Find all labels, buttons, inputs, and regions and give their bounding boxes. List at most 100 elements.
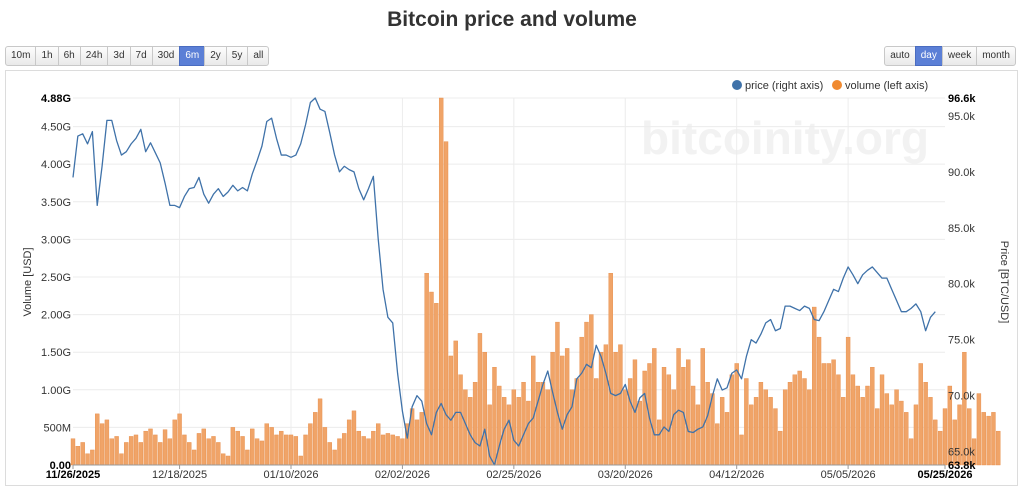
volume-bar [913, 404, 919, 466]
legend-price-swatch [732, 80, 742, 90]
volume-bar [274, 434, 279, 466]
volume-bar [269, 427, 274, 466]
volume-bar [458, 374, 463, 466]
volume-bar [438, 97, 444, 466]
x-tick-label: 05/05/2026 [821, 469, 876, 481]
volume-bar [167, 438, 173, 466]
volume-bar [366, 438, 371, 466]
right-tick-label: 85.0k [948, 223, 975, 235]
volume-bar [346, 419, 352, 466]
volume-bar [758, 382, 764, 466]
volume-bar [240, 436, 245, 466]
volume-bar [545, 389, 550, 466]
volume-bar [831, 359, 836, 466]
volume-bar [99, 423, 105, 466]
volume-bar [254, 438, 260, 466]
x-tick-label: 12/18/2025 [152, 469, 207, 481]
volume-bar [196, 433, 202, 466]
volume-bar [148, 428, 153, 466]
left-tick-label: 3.00G [41, 234, 71, 246]
left-tick-label: 4.88G [41, 93, 71, 105]
range-button-6h[interactable]: 6h [57, 46, 81, 66]
volume-bar [627, 378, 633, 466]
volume-bar [521, 382, 526, 466]
volume-bar [937, 430, 943, 466]
volume-bar [540, 382, 546, 466]
volume-bar [332, 449, 337, 466]
volume-bar [492, 367, 497, 466]
x-tick-label: 05/25/2026 [917, 469, 972, 481]
right-tick-label: 90.0k [948, 167, 975, 179]
volume-bar [400, 438, 405, 466]
resolution-button-week[interactable]: week [941, 46, 978, 66]
volume-bar [259, 440, 265, 466]
volume-bar [201, 428, 206, 466]
x-tick-label: 11/26/2025 [46, 469, 100, 481]
volume-bar [434, 303, 439, 466]
time-range-selector: 10m 1h 6h 24h 3d 7d 30d 6m 2y 5y all [5, 46, 270, 66]
volume-bar [899, 400, 904, 466]
right-tick-label: 80.0k [948, 279, 975, 291]
resolution-button-month[interactable]: month [976, 46, 1016, 66]
volume-bar [75, 446, 81, 466]
volume-bar [133, 434, 139, 466]
volume-bar [182, 434, 187, 466]
volume-bar [947, 385, 953, 466]
legend: price (right axis) volume (left axis) [732, 80, 928, 92]
volume-bar [904, 412, 909, 466]
volume-bar [884, 393, 890, 466]
right-tick-label: 65.0k [948, 447, 975, 459]
volume-bar [172, 419, 177, 466]
volume-bar [143, 430, 148, 466]
volume-bar [376, 423, 381, 466]
volume-bar [70, 438, 76, 466]
resolution-button-auto[interactable]: auto [884, 46, 916, 66]
volume-bar [744, 378, 749, 466]
volume-bar [351, 410, 357, 466]
left-tick-label: 2.50G [41, 272, 71, 284]
volume-bar [695, 404, 701, 466]
volume-bar [230, 427, 236, 466]
volume-bar [191, 449, 197, 466]
volume-bar [652, 348, 657, 466]
right-tick-label: 96.6k [948, 93, 976, 105]
volume-bar [128, 436, 134, 466]
volume-bar [95, 413, 100, 466]
volume-bar [962, 351, 967, 466]
volume-bar [361, 436, 366, 466]
price-line [72, 97, 936, 466]
volume-bar [845, 336, 851, 466]
volume-bar [85, 453, 90, 466]
volume-bar [787, 382, 793, 466]
volume-bar [313, 412, 318, 466]
volume-bar [865, 385, 870, 466]
volume-bar [472, 382, 478, 466]
volume-bar [531, 355, 536, 466]
volume-bar [715, 423, 720, 466]
left-tick-label: 1.50G [41, 347, 71, 359]
right-axis-label: Price [BTC/USD] [998, 241, 1010, 324]
volume-bar [216, 442, 221, 466]
left-tick-label: 2.00G [41, 310, 71, 322]
volume-bar [390, 434, 395, 466]
volume-bar [807, 389, 812, 466]
range-button-3d[interactable]: 3d [107, 46, 131, 66]
volume-bar [506, 404, 512, 466]
volume-bar [971, 438, 977, 466]
range-button-30d[interactable]: 30d [151, 46, 181, 66]
x-tick-label: 01/10/2026 [263, 469, 318, 481]
volume-bar [298, 455, 303, 466]
volume-bar [550, 351, 555, 466]
legend-price-label: price (right axis) [745, 80, 823, 92]
volume-bar [763, 389, 768, 466]
legend-volume-label: volume (left axis) [845, 80, 928, 92]
volume-bar [109, 438, 114, 466]
volume-bar [802, 378, 807, 466]
volume-bar [996, 430, 1001, 466]
volume-bar [250, 428, 255, 466]
volume-bar [104, 419, 110, 466]
range-button-all[interactable]: all [247, 46, 270, 66]
volume-bar [618, 344, 623, 466]
volume-bar [637, 400, 642, 466]
volume-bar [729, 374, 735, 466]
